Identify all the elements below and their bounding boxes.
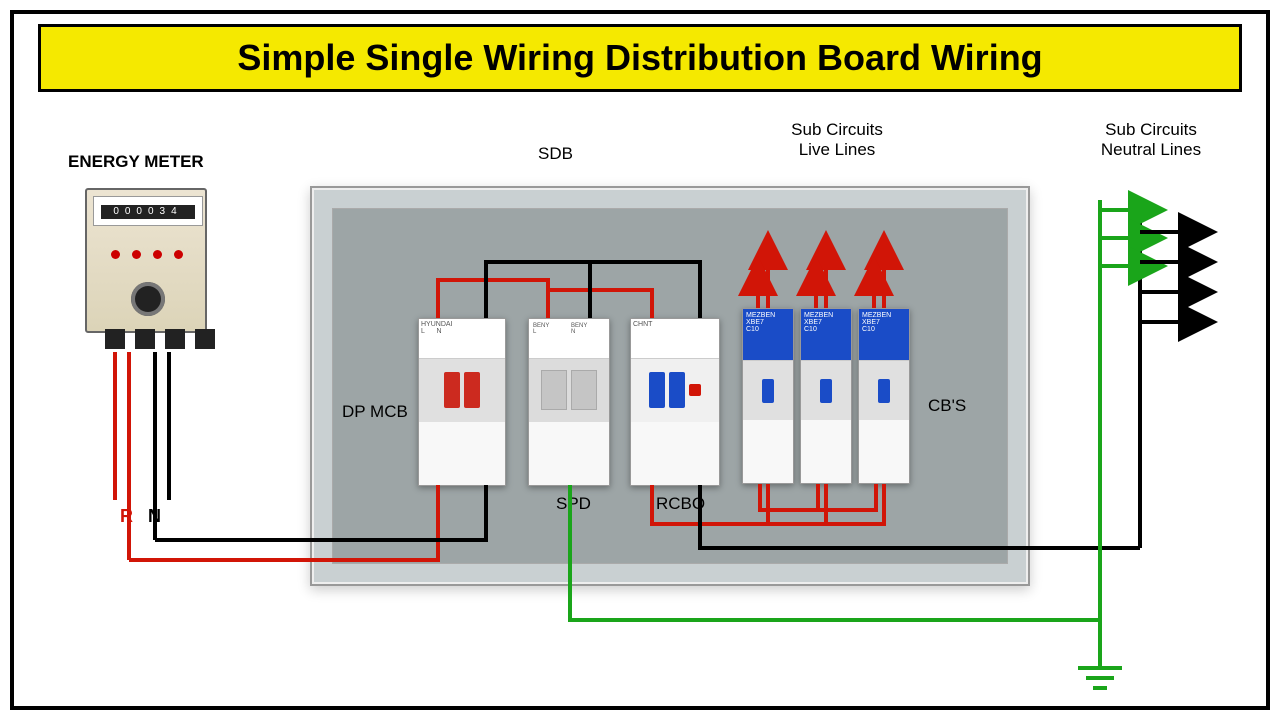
n-label: N xyxy=(148,506,161,527)
cbs-label: CB'S xyxy=(928,396,966,416)
cb-1: MEZBENXBE7C10 xyxy=(742,308,794,484)
meter-leds xyxy=(111,250,183,259)
title-banner: Simple Single Wiring Distribution Board … xyxy=(38,24,1242,92)
cb-3: MEZBENXBE7C10 xyxy=(858,308,910,484)
rcbo: CHNT xyxy=(630,318,720,486)
energy-meter-label: ENERGY METER xyxy=(68,152,204,172)
sub-live-label: Sub Circuits Live Lines xyxy=(762,120,912,160)
dp-mcb-label: DP MCB xyxy=(342,402,408,422)
rcbo-label: RCBO xyxy=(656,494,705,514)
dp-mcb-head: HYUNDAIL N xyxy=(419,319,505,359)
cb-2: MEZBENXBE7C10 xyxy=(800,308,852,484)
rcbo-head: CHNT xyxy=(631,319,719,359)
title-text: Simple Single Wiring Distribution Board … xyxy=(237,37,1042,79)
spd-head: BENYL BENYN xyxy=(529,319,609,359)
meter-terminals xyxy=(105,329,215,349)
meter-disc xyxy=(131,282,165,316)
r-label: R xyxy=(120,506,133,527)
sdb-label: SDB xyxy=(538,144,573,164)
dp-mcb: HYUNDAIL N xyxy=(418,318,506,486)
spd: BENYL BENYN xyxy=(528,318,610,486)
sub-neutral-label: Sub Circuits Neutral Lines xyxy=(1066,120,1236,160)
meter-reading: 000034 xyxy=(101,205,195,219)
spd-label: SPD xyxy=(556,494,591,514)
energy-meter: 000034 xyxy=(85,188,207,333)
